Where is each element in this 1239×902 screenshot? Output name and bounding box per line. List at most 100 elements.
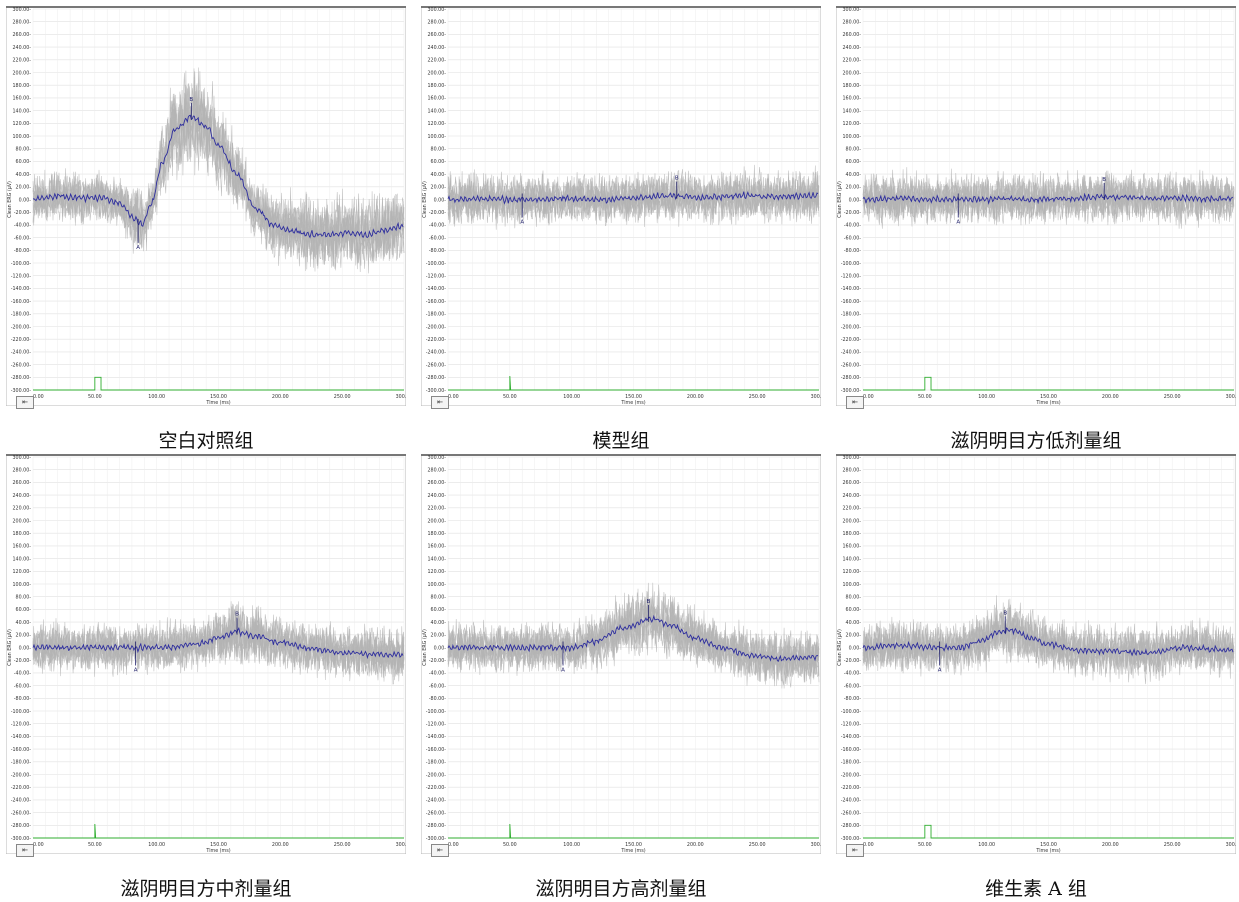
y-tick-label: -80.00- [844,248,861,254]
y-tick-label: 140.00- [12,108,31,114]
x-axis-title: Time (ms) [1035,400,1060,406]
y-tick-label: 100.00- [427,134,446,140]
y-axis-title: Clean ERG (µV) [422,629,428,666]
expand-button[interactable]: ⇤ [431,844,449,857]
y-axis-title: Clean ERG (µV) [7,181,13,218]
expand-button[interactable]: ⇤ [846,396,864,409]
y-tick-label: -20.00- [14,658,31,664]
y-tick-label: 140.00- [842,556,861,562]
x-tick-label: 250.00 [334,842,351,848]
x-axis-title: Time (ms) [205,400,230,406]
y-tick-label: -200.00- [426,772,447,778]
stimulus-trace [448,824,819,839]
y-tick-label: -60.00- [14,683,31,689]
y-tick-label: 200.00- [427,70,446,76]
y-tick-label: 260.00- [427,32,446,38]
y-tick-label: -240.00- [426,798,447,804]
y-tick-label: 0.00- [849,645,862,651]
y-tick-label: 160.00- [427,96,446,102]
top-bar [6,6,406,8]
y-tick-label: 180.00- [12,83,31,89]
y-tick-label: -300.00- [426,388,447,394]
y-tick-label: -220.00- [426,785,447,791]
y-tick-label: 220.00- [842,58,861,64]
raw-trace [447,171,820,227]
marker-label-b: B [1102,177,1106,183]
y-tick-label: 280.00- [427,20,446,26]
y-tick-label: 0.00- [19,197,32,203]
x-tick-label: 200.00 [272,394,289,400]
x-tick-label: 100.00 [148,394,165,400]
y-tick-label: 40.00- [16,172,32,178]
marker-label-a: A [561,668,565,674]
y-tick-label: -220.00- [841,337,862,343]
chart-caption: 维生素 A 组 [985,878,1087,900]
y-tick-label: -140.00- [426,286,447,292]
y-tick-label: -80.00- [844,696,861,702]
y-tick-label: -160.00- [11,747,32,753]
y-tick-label: 280.00- [842,20,861,26]
x-tick-label: 50.00 [918,842,932,848]
y-tick-label: 80.00- [16,595,32,601]
marker-label-a: A [956,220,960,226]
y-tick-label: 20.00- [16,633,32,639]
x-tick-label: 50.00 [918,394,932,400]
y-tick-label: -240.00- [11,798,32,804]
y-tick-label: 200.00- [427,518,446,524]
mean-trace [447,614,819,662]
y-tick-label: 220.00- [12,506,31,512]
erg-chart-4: 300.00-280.00-260.00-240.00-220.00-200.0… [6,454,406,854]
y-tick-label: 0.00- [849,197,862,203]
raw-trace [32,604,405,679]
marker-label-a: A [938,668,942,674]
y-tick-label: 240.00- [427,45,446,51]
x-tick-label: 150.00 [210,842,227,848]
y-tick-label: 240.00- [842,493,861,499]
y-tick-label: -20.00- [844,658,861,664]
y-axis-title: Clean ERG (µV) [422,181,428,218]
x-tick-label: 300.00 [811,394,821,400]
y-tick-label: -20.00- [844,210,861,216]
expand-button[interactable]: ⇤ [16,844,34,857]
marker-label-b: B [189,97,193,103]
expand-button[interactable]: ⇤ [846,844,864,857]
y-tick-label: -200.00- [426,324,447,330]
x-tick-label: 100.00 [978,394,995,400]
y-tick-label: -60.00- [844,683,861,689]
x-tick-label: 0.00 [33,842,44,848]
y-tick-label: -80.00- [14,248,31,254]
stimulus-trace [448,376,819,391]
expand-button[interactable]: ⇤ [16,396,34,409]
x-tick-label: 100.00 [563,394,580,400]
y-tick-label: 180.00- [12,531,31,537]
x-tick-label: 250.00 [1164,842,1181,848]
y-tick-label: -160.00- [841,747,862,753]
x-tick-label: 50.00 [503,394,517,400]
chart-caption: 空白对照组 [158,430,254,452]
marker-label-a: A [136,245,140,251]
x-tick-label: 200.00 [687,394,704,400]
y-tick-label: -260.00- [11,810,32,816]
y-tick-label: -120.00- [841,722,862,728]
y-tick-label: -180.00- [841,760,862,766]
y-tick-label: 180.00- [427,83,446,89]
y-tick-label: -100.00- [11,709,32,715]
expand-button[interactable]: ⇤ [431,396,449,409]
y-tick-label: -40.00- [429,223,446,229]
y-tick-label: 180.00- [842,531,861,537]
x-tick-label: 300.00 [1226,394,1236,400]
y-tick-label: 60.00- [846,159,862,165]
mean-trace [32,626,404,660]
y-tick-label: 160.00- [12,544,31,550]
y-tick-label: -200.00- [11,324,32,330]
y-tick-label: -40.00- [14,223,31,229]
y-tick-label: -280.00- [426,823,447,829]
y-tick-label: 300.00- [427,7,446,13]
y-tick-label: 240.00- [427,493,446,499]
y-tick-label: 200.00- [12,518,31,524]
y-tick-label: 260.00- [427,480,446,486]
y-tick-label: 300.00- [12,7,31,13]
y-tick-label: -160.00- [11,299,32,305]
y-tick-label: -260.00- [11,362,32,368]
y-tick-label: 0.00- [434,645,447,651]
